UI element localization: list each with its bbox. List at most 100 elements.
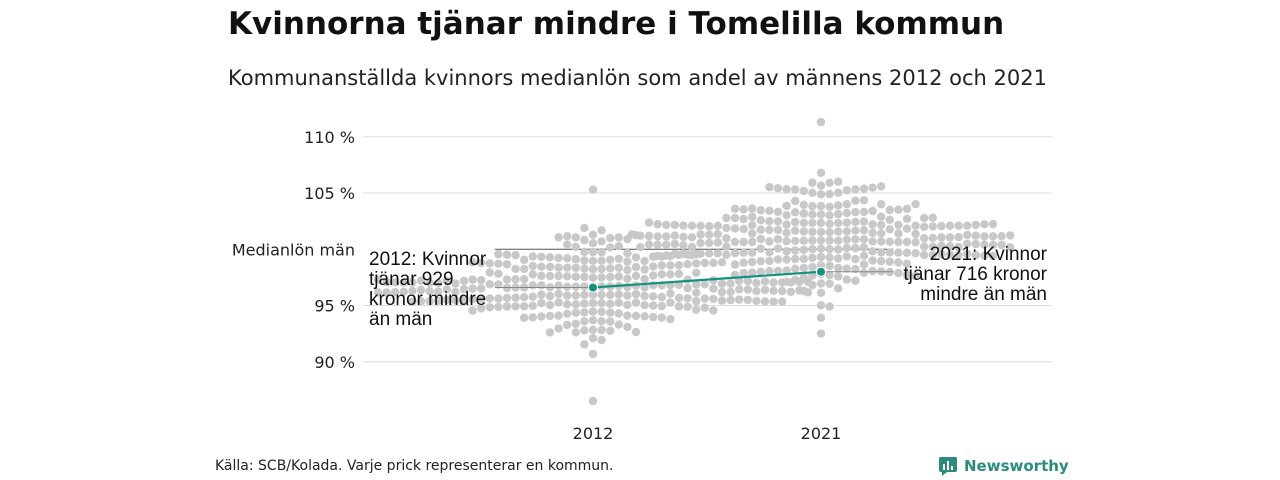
- municipality-dot: [859, 260, 869, 269]
- municipality-dot: [494, 280, 503, 289]
- municipality-dot: [477, 275, 486, 285]
- municipality-dot: [494, 249, 503, 259]
- municipality-dot: [902, 214, 912, 223]
- municipality-dot: [799, 245, 808, 255]
- y-tick-label: 110 %: [304, 128, 355, 147]
- municipality-dot: [662, 240, 671, 249]
- municipality-dot: [644, 218, 654, 227]
- municipality-dot: [980, 232, 989, 241]
- municipality-dot: [799, 263, 808, 273]
- municipality-dot: [649, 301, 658, 310]
- municipality-dot: [799, 209, 808, 218]
- municipality-dot: [614, 309, 623, 318]
- municipality-dot: [588, 247, 598, 257]
- municipality-dot: [571, 255, 580, 264]
- municipality-dot: [842, 264, 851, 273]
- municipality-dot: [765, 183, 774, 192]
- municipality-dot: [816, 252, 826, 262]
- municipality-dot: [877, 257, 886, 266]
- municipality-dot: [696, 221, 705, 230]
- municipality-dot: [842, 208, 851, 218]
- municipality-dot: [825, 189, 834, 199]
- municipality-dot: [511, 293, 520, 302]
- municipality-dot: [756, 234, 765, 244]
- municipality-dot: [868, 220, 877, 229]
- y-tick-label: 90 %: [314, 353, 355, 372]
- municipality-dot: [954, 242, 963, 252]
- municipality-dot: [894, 248, 903, 257]
- municipality-dot: [692, 280, 701, 289]
- municipality-dot: [623, 322, 632, 332]
- municipality-dot: [644, 240, 654, 249]
- municipality-dot: [597, 273, 606, 282]
- municipality-dot: [1006, 231, 1015, 240]
- municipality-dot: [743, 276, 752, 286]
- municipality-dot: [911, 249, 920, 258]
- municipality-dot: [442, 285, 451, 294]
- municipality-dot: [851, 235, 860, 244]
- municipality-dot: [692, 259, 701, 268]
- municipality-dot: [683, 260, 692, 269]
- municipality-dot: [778, 297, 787, 306]
- municipality-dot: [765, 266, 774, 276]
- municipality-dot: [640, 265, 649, 274]
- municipality-dot: [580, 247, 589, 257]
- municipality-dot: [571, 328, 580, 337]
- municipality-dot: [657, 261, 666, 270]
- municipality-dot: [816, 301, 826, 310]
- municipality-dot: [674, 302, 684, 311]
- municipality-dot: [709, 258, 718, 268]
- municipality-dot: [782, 237, 791, 246]
- municipality-dot: [580, 264, 589, 273]
- municipality-dot: [842, 218, 851, 227]
- municipality-dot: [623, 257, 632, 266]
- y-tick-label: 95 %: [314, 297, 355, 316]
- municipality-dot: [662, 251, 671, 260]
- municipality-dot: [545, 328, 555, 337]
- municipality-dot: [571, 300, 580, 309]
- municipality-dot: [580, 256, 589, 265]
- municipality-dot: [692, 288, 701, 297]
- municipality-dot: [606, 299, 615, 308]
- municipality-dot: [911, 271, 920, 281]
- municipality-dot: [842, 243, 851, 253]
- municipality-dot: [511, 302, 520, 311]
- municipality-dot: [988, 219, 998, 229]
- brand-logo[interactable]: Newsworthy: [938, 456, 1069, 476]
- municipality-dot: [782, 228, 791, 237]
- municipality-dot: [859, 268, 869, 277]
- municipality-dot: [971, 220, 980, 230]
- municipality-dot: [494, 294, 503, 303]
- municipality-dot: [623, 248, 632, 258]
- municipality-dot: [842, 200, 851, 209]
- municipality-dot: [859, 184, 869, 193]
- municipality-dot: [606, 255, 615, 264]
- municipality-dot: [937, 250, 946, 259]
- municipality-dot: [416, 297, 426, 306]
- municipality-dot: [425, 287, 434, 296]
- x-tick-label: 2021: [801, 424, 842, 443]
- municipality-dot: [971, 231, 980, 240]
- municipality-dot: [588, 298, 598, 308]
- municipality-dot: [877, 229, 886, 238]
- municipality-dot: [782, 211, 791, 220]
- municipality-dot: [606, 243, 615, 252]
- municipality-dot: [885, 215, 894, 224]
- municipality-dot: [799, 273, 808, 282]
- municipality-dot: [782, 247, 791, 256]
- municipality-dot: [773, 235, 783, 244]
- municipality-dot: [700, 294, 709, 303]
- municipality-dot: [580, 308, 589, 317]
- municipality-dot: [468, 275, 477, 284]
- municipality-dot: [808, 218, 817, 228]
- municipality-dot: [494, 302, 503, 312]
- municipality-dot: [816, 168, 826, 177]
- municipality-dot: [825, 219, 834, 228]
- municipality-dot: [760, 277, 770, 286]
- municipality-dot: [666, 261, 675, 270]
- municipality-dot: [563, 240, 572, 249]
- municipality-dot: [808, 262, 817, 272]
- municipality-dot: [597, 335, 606, 345]
- municipality-dot: [902, 259, 912, 268]
- municipality-dot: [894, 220, 903, 230]
